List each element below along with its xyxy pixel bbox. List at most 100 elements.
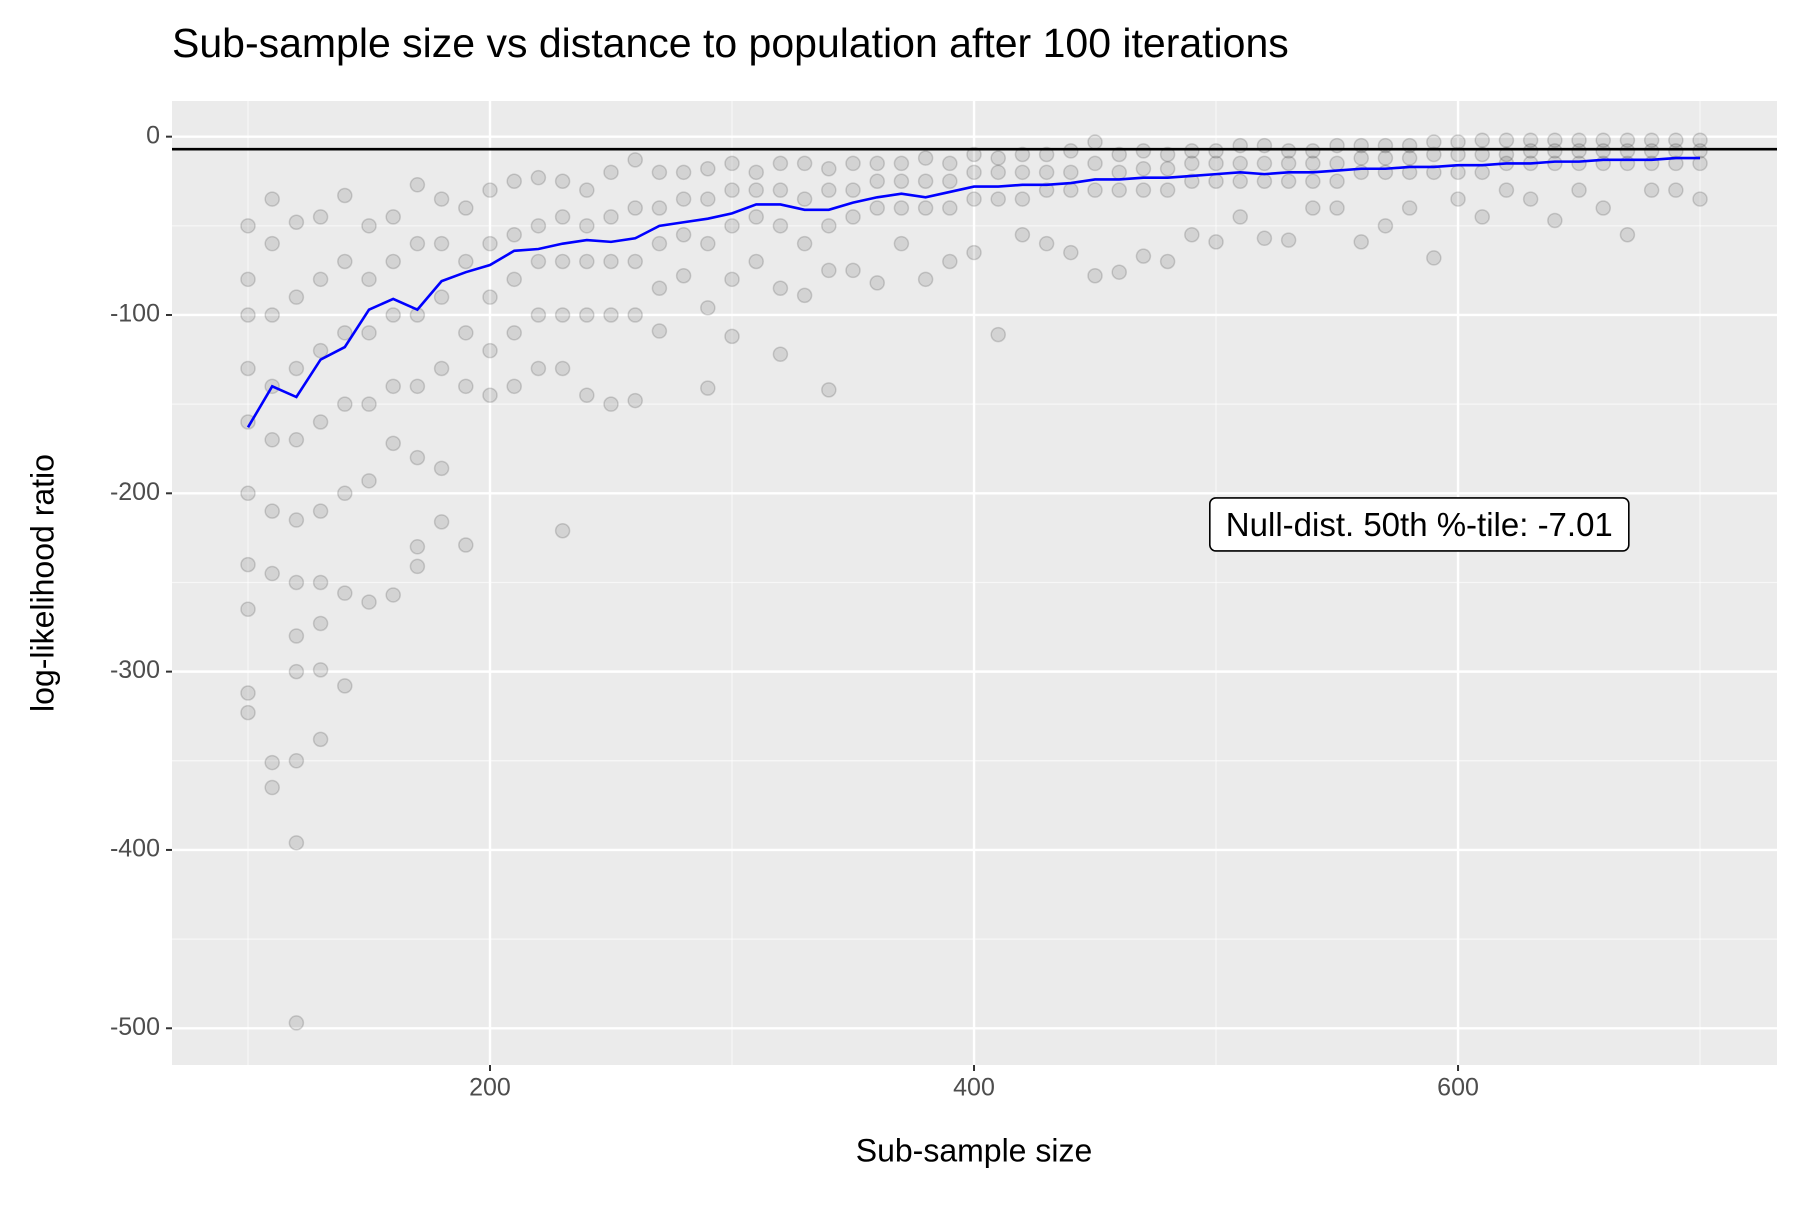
point xyxy=(1208,234,1224,250)
point xyxy=(845,155,861,172)
point xyxy=(1329,173,1345,189)
point xyxy=(1547,143,1563,159)
point xyxy=(1111,164,1127,181)
point xyxy=(264,503,280,519)
point xyxy=(603,307,619,323)
point xyxy=(361,396,377,412)
point xyxy=(893,155,910,172)
chart-title: Sub-sample size vs distance to populatio… xyxy=(172,20,1289,66)
point xyxy=(240,218,256,234)
point xyxy=(240,704,256,721)
point xyxy=(288,360,305,377)
point xyxy=(240,360,256,377)
point xyxy=(385,378,401,395)
point xyxy=(1038,146,1055,163)
point xyxy=(772,280,789,296)
point xyxy=(1643,182,1660,198)
point xyxy=(264,191,280,207)
point xyxy=(772,346,789,362)
point xyxy=(942,253,958,270)
point xyxy=(845,182,861,198)
point xyxy=(1668,155,1684,172)
point xyxy=(1571,182,1587,198)
point xyxy=(1547,155,1563,172)
point xyxy=(1522,191,1539,207)
point xyxy=(772,182,789,198)
point xyxy=(433,235,450,252)
point xyxy=(651,200,668,216)
point xyxy=(1232,137,1248,154)
point xyxy=(627,307,643,323)
grid xyxy=(172,101,1777,1065)
point xyxy=(458,378,474,395)
point xyxy=(869,155,885,172)
point xyxy=(337,678,353,694)
point xyxy=(1305,173,1321,189)
point xyxy=(409,558,426,575)
point xyxy=(1522,132,1539,148)
point xyxy=(312,615,329,632)
point xyxy=(796,191,813,207)
point xyxy=(1135,248,1152,264)
y-tick-label: -100 xyxy=(110,300,160,328)
point xyxy=(361,594,377,610)
point xyxy=(530,253,547,270)
point xyxy=(1619,132,1636,148)
point xyxy=(1063,244,1079,261)
point xyxy=(312,271,329,288)
point xyxy=(724,182,740,198)
point xyxy=(1159,182,1176,198)
point xyxy=(1426,146,1442,163)
point xyxy=(433,460,450,477)
point xyxy=(1498,132,1515,148)
point xyxy=(506,378,522,395)
point xyxy=(458,325,474,341)
point xyxy=(409,177,426,193)
annotation-text: Null-dist. 50th %-tile: -7.01 xyxy=(1226,506,1613,543)
point xyxy=(651,323,668,339)
point xyxy=(1111,146,1127,163)
point xyxy=(1474,132,1490,148)
point xyxy=(1595,155,1611,172)
point xyxy=(1232,173,1248,189)
point xyxy=(700,191,716,207)
point xyxy=(506,325,522,341)
point xyxy=(385,209,401,225)
point xyxy=(1426,164,1442,181)
point xyxy=(627,200,643,216)
point xyxy=(1038,182,1055,198)
point xyxy=(530,218,547,234)
point xyxy=(433,360,450,377)
point xyxy=(312,342,329,359)
point xyxy=(1087,182,1103,198)
point xyxy=(554,253,571,270)
x-tick-label: 400 xyxy=(953,1074,995,1102)
point xyxy=(1280,173,1297,189)
point xyxy=(1256,137,1273,154)
x-tick-label: 600 xyxy=(1437,1074,1479,1102)
point xyxy=(1063,164,1079,181)
point xyxy=(917,271,934,288)
point xyxy=(966,146,982,163)
point xyxy=(1256,155,1273,172)
point xyxy=(1014,226,1031,243)
point xyxy=(482,289,498,305)
point xyxy=(554,523,571,539)
point xyxy=(1474,164,1490,181)
point xyxy=(1450,191,1466,207)
point xyxy=(990,150,1006,166)
point xyxy=(1619,226,1636,243)
point xyxy=(700,161,716,177)
point xyxy=(893,173,910,189)
point xyxy=(1426,250,1442,266)
point xyxy=(724,155,740,172)
point xyxy=(1595,132,1611,148)
point xyxy=(1111,182,1127,198)
point xyxy=(554,209,571,225)
point xyxy=(1159,161,1176,177)
point xyxy=(1522,143,1539,159)
point xyxy=(1668,182,1684,198)
point xyxy=(869,173,885,189)
point xyxy=(240,556,256,573)
point xyxy=(1014,191,1031,207)
